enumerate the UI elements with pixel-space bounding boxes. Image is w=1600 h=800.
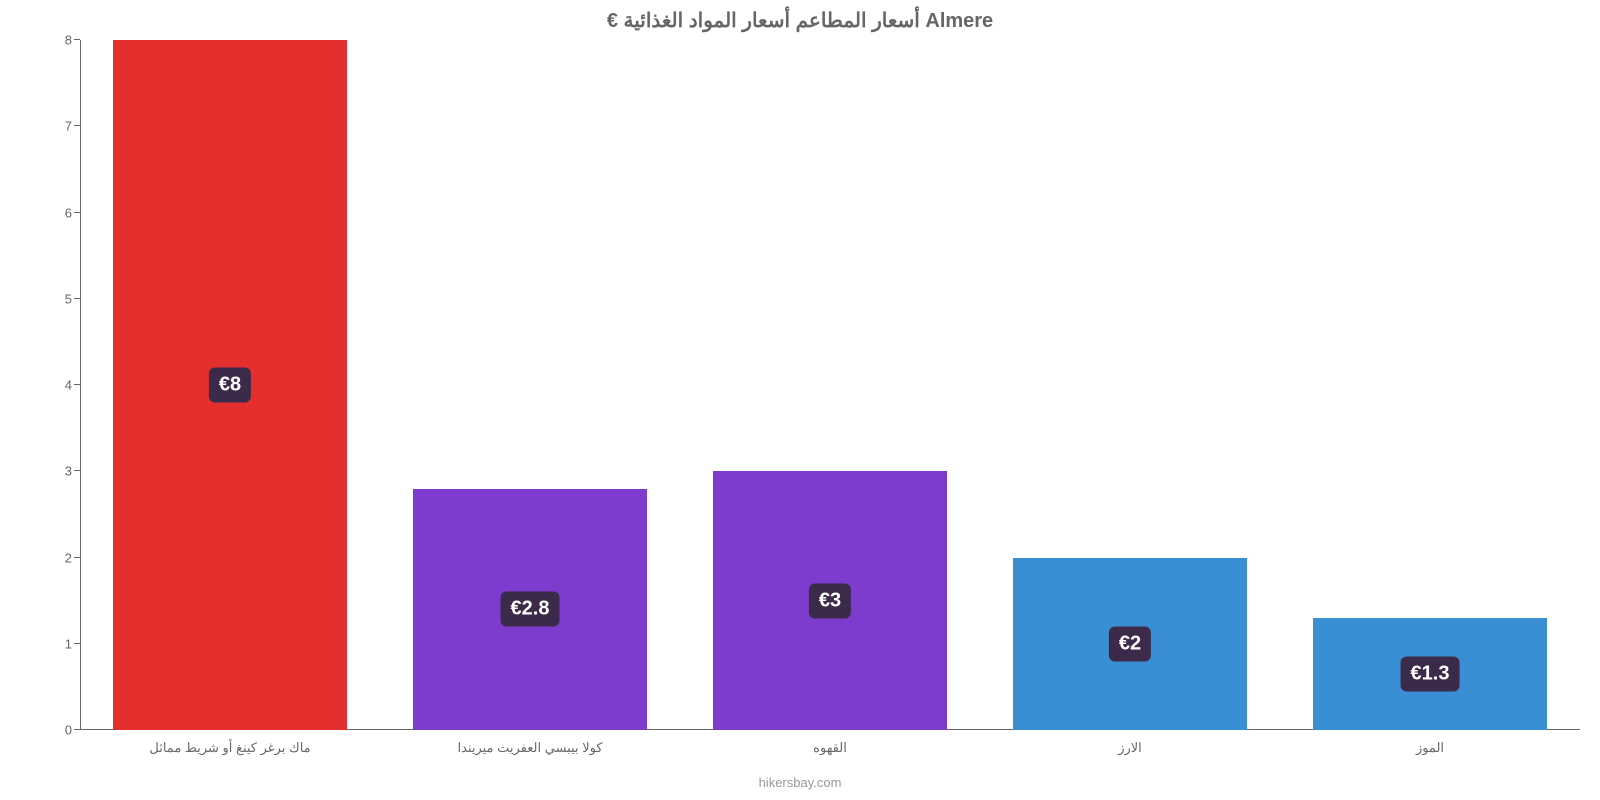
x-axis-label: الموز	[1416, 740, 1444, 756]
bar-slot: €2.8كولا بيبسي العفريت ميريندا	[380, 40, 680, 730]
x-axis-label: القهوه	[813, 740, 847, 756]
bar-value-badge: €2	[1109, 626, 1151, 661]
x-axis-label: الارز	[1118, 740, 1142, 756]
y-tick-label: 1	[65, 636, 72, 651]
bar-value-badge: €3	[809, 583, 851, 618]
y-tick-label: 4	[65, 378, 72, 393]
bar-value-badge: €2.8	[501, 592, 560, 627]
y-tick-label: 8	[65, 33, 72, 48]
bar: €8	[113, 40, 347, 730]
y-axis: 012345678	[40, 40, 80, 730]
bar-slot: €1.3الموز	[1280, 40, 1580, 730]
x-axis-label: كولا بيبسي العفريت ميريندا	[457, 740, 602, 756]
y-tick-label: 5	[65, 291, 72, 306]
bar: €3	[713, 471, 947, 730]
y-tick-label: 7	[65, 119, 72, 134]
bars-region: €8ماك برغر كينغ أو شريط مماثل€2.8كولا بي…	[80, 40, 1580, 730]
bar: €2	[1013, 558, 1247, 731]
bar-slot: €3القهوه	[680, 40, 980, 730]
plot-area: 012345678 €8ماك برغر كينغ أو شريط مماثل€…	[40, 40, 1580, 730]
bar-value-badge: €1.3	[1401, 656, 1460, 691]
chart-title: € أسعار المطاعم أسعار المواد الغذائية Al…	[0, 8, 1600, 33]
bar-value-badge: €8	[209, 368, 251, 403]
bar-slot: €8ماك برغر كينغ أو شريط مماثل	[80, 40, 380, 730]
chart-container: € أسعار المطاعم أسعار المواد الغذائية Al…	[0, 0, 1600, 800]
attribution-text: hikersbay.com	[0, 775, 1600, 790]
y-tick-label: 2	[65, 550, 72, 565]
bar: €2.8	[413, 489, 647, 731]
y-tick-label: 0	[65, 723, 72, 738]
y-tick-label: 3	[65, 464, 72, 479]
bar-slot: €2الارز	[980, 40, 1280, 730]
bar: €1.3	[1313, 618, 1547, 730]
x-axis-label: ماك برغر كينغ أو شريط مماثل	[149, 740, 310, 756]
y-tick-label: 6	[65, 205, 72, 220]
